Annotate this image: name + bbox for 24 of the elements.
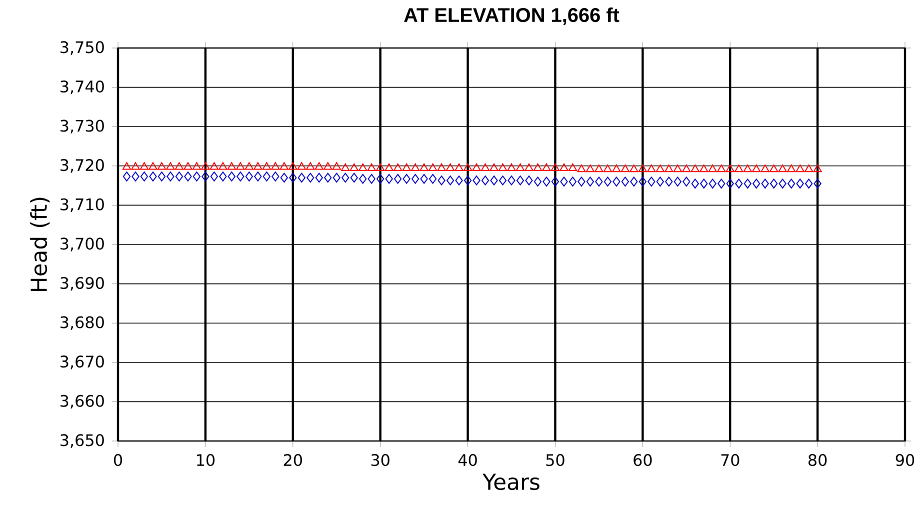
y-tick-label: 3,670: [60, 356, 104, 370]
y-tick-label: 3,720: [60, 159, 104, 173]
x-tick-label: 50: [546, 454, 564, 466]
y-tick-label: 3,710: [60, 198, 104, 212]
y-axis-title: Head (ft): [30, 198, 50, 291]
x-tick-label: 90: [896, 454, 914, 466]
x-tick-label: 70: [721, 454, 740, 466]
y-tick-label: 3,730: [60, 120, 104, 134]
x-tick-label: 20: [284, 454, 302, 466]
y-tick-label: 3,700: [60, 238, 104, 252]
y-tick-label: 3,750: [60, 41, 104, 55]
y-tick-label: 3,740: [60, 80, 104, 94]
y-tick-label: 3,680: [60, 316, 104, 330]
y-tick-label: 3,660: [60, 394, 104, 409]
x-tick-label: 10: [197, 454, 215, 466]
y-tick-label: 3,650: [60, 434, 104, 448]
y-tick-label: 3,690: [60, 276, 104, 291]
x-tick-label: 60: [634, 454, 652, 466]
x-tick-label: 40: [458, 454, 477, 466]
x-axis-title: Years: [482, 474, 540, 490]
x-tick-label: 0: [114, 454, 122, 466]
x-tick-label: 30: [371, 454, 390, 466]
chart-title: AT ELEVATION 1,666 ft: [404, 7, 620, 26]
x-tick-label: 80: [808, 454, 827, 466]
